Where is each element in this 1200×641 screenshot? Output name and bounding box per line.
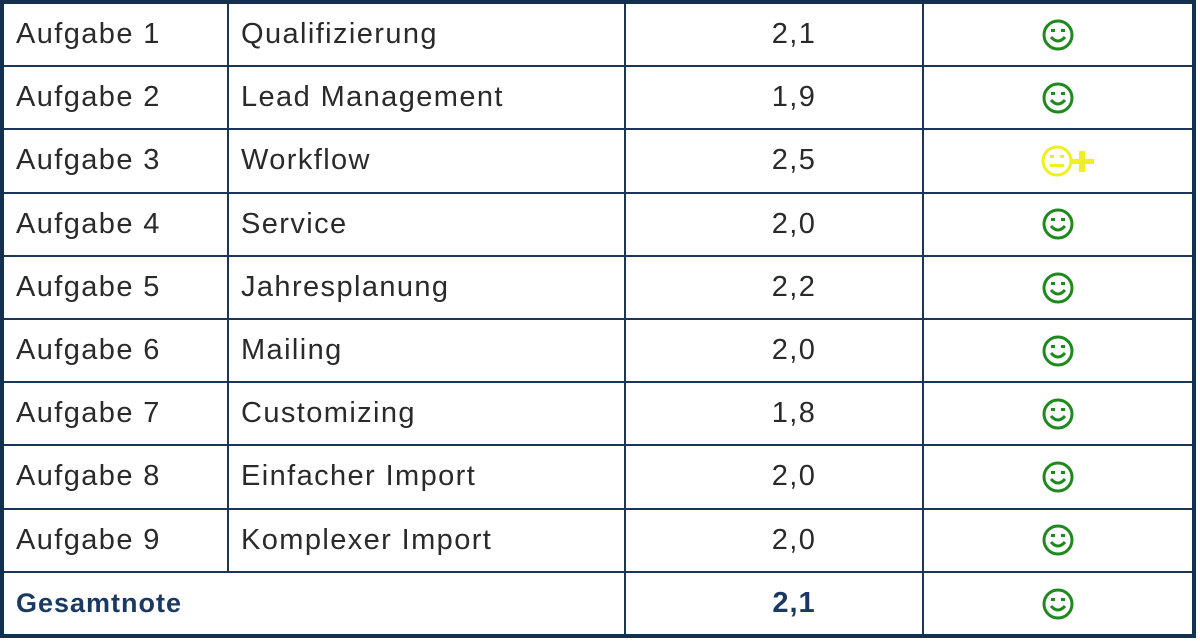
table-row: Aufgabe 6 Mailing 2,0 bbox=[4, 317, 1192, 384]
grade-cell: 1,8 bbox=[624, 381, 924, 447]
grade-value: 2,2 bbox=[771, 270, 817, 303]
total-grade-value: 2,1 bbox=[772, 586, 816, 619]
rating-cell bbox=[922, 191, 1192, 257]
rating-cell bbox=[922, 128, 1192, 194]
happy-smiley-icon bbox=[1041, 587, 1075, 621]
task-number-cell: Aufgabe 6 bbox=[4, 317, 229, 384]
table-row: Aufgabe 1 Qualifizierung 2,1 bbox=[4, 4, 1192, 68]
task-name-cell: Einfacher Import bbox=[227, 444, 626, 510]
task-name-cell: Service bbox=[227, 191, 626, 257]
rating-cell bbox=[922, 381, 1192, 447]
table-row: Aufgabe 3 Workflow 2,5 bbox=[4, 128, 1192, 194]
total-grade-cell: 2,1 bbox=[624, 570, 924, 634]
task-name-cell: Mailing bbox=[227, 317, 626, 384]
happy-smiley-icon bbox=[1041, 523, 1075, 557]
grade-cell: 2,1 bbox=[624, 4, 924, 68]
grade-cell: 2,0 bbox=[624, 191, 924, 257]
table-row: Aufgabe 4 Service 2,0 bbox=[4, 191, 1192, 257]
grades-table: Aufgabe 1 Qualifizierung 2,1 Aufgabe 2 L… bbox=[4, 4, 1192, 634]
neutral-plus-smiley-icon bbox=[1040, 144, 1096, 178]
table-row: Aufgabe 5 Jahresplanung 2,2 bbox=[4, 254, 1192, 320]
table-row: Aufgabe 8 Einfacher Import 2,0 bbox=[4, 444, 1192, 510]
task-name-cell: Workflow bbox=[227, 128, 626, 194]
grade-cell: 1,9 bbox=[624, 65, 924, 131]
grade-value: 1,9 bbox=[771, 81, 817, 114]
rating-cell bbox=[922, 507, 1192, 573]
total-label: Gesamtnote bbox=[4, 570, 626, 634]
task-number-cell: Aufgabe 1 bbox=[4, 4, 229, 68]
grade-cell: 2,5 bbox=[624, 128, 924, 194]
task-name-cell: Lead Management bbox=[227, 65, 626, 131]
happy-smiley-icon bbox=[1041, 18, 1075, 52]
task-name-cell: Jahresplanung bbox=[227, 254, 626, 320]
grade-value: 2,0 bbox=[771, 460, 817, 493]
happy-smiley-icon bbox=[1041, 81, 1075, 115]
grade-value: 2,1 bbox=[771, 18, 817, 51]
happy-smiley-icon bbox=[1041, 334, 1075, 368]
grade-value: 2,0 bbox=[771, 334, 817, 367]
grade-cell: 2,2 bbox=[624, 254, 924, 320]
grade-value: 2,5 bbox=[771, 144, 817, 177]
happy-smiley-icon bbox=[1041, 271, 1075, 305]
task-name-cell: Qualifizierung bbox=[227, 4, 626, 68]
grade-cell: 2,0 bbox=[624, 444, 924, 510]
rating-cell bbox=[922, 444, 1192, 510]
table-row: Aufgabe 7 Customizing 1,8 bbox=[4, 381, 1192, 447]
task-name-cell: Customizing bbox=[227, 381, 626, 447]
rating-cell bbox=[922, 254, 1192, 320]
table-row: Aufgabe 9 Komplexer Import 2,0 bbox=[4, 507, 1192, 573]
grade-value: 2,0 bbox=[771, 207, 817, 240]
happy-smiley-icon bbox=[1041, 207, 1075, 241]
table-row: Aufgabe 2 Lead Management 1,9 bbox=[4, 65, 1192, 131]
grade-value: 1,8 bbox=[771, 397, 817, 430]
task-number-cell: Aufgabe 8 bbox=[4, 444, 229, 510]
task-number-cell: Aufgabe 9 bbox=[4, 507, 229, 573]
task-number-cell: Aufgabe 2 bbox=[4, 65, 229, 131]
grade-value: 2,0 bbox=[771, 523, 817, 556]
happy-smiley-icon bbox=[1041, 460, 1075, 494]
rating-cell bbox=[922, 4, 1192, 68]
rating-cell bbox=[922, 317, 1192, 384]
total-rating-cell bbox=[922, 570, 1192, 634]
task-number-cell: Aufgabe 5 bbox=[4, 254, 229, 320]
rating-cell bbox=[922, 65, 1192, 131]
grade-cell: 2,0 bbox=[624, 507, 924, 573]
total-row: Gesamtnote 2,1 bbox=[4, 570, 1192, 634]
task-name-cell: Komplexer Import bbox=[227, 507, 626, 573]
task-number-cell: Aufgabe 4 bbox=[4, 191, 229, 257]
grade-cell: 2,0 bbox=[624, 317, 924, 384]
task-number-cell: Aufgabe 7 bbox=[4, 381, 229, 447]
task-number-cell: Aufgabe 3 bbox=[4, 128, 229, 194]
happy-smiley-icon bbox=[1041, 397, 1075, 431]
